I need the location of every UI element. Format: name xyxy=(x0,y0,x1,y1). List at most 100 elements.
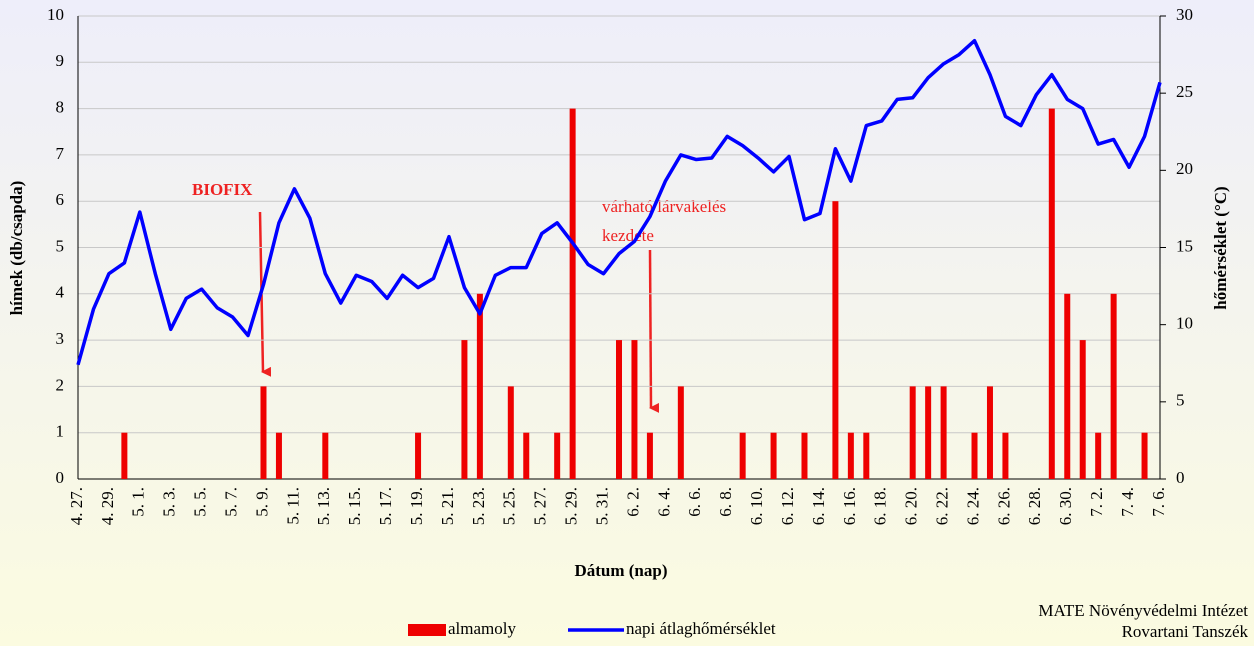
x-tick-label: 6. 16. xyxy=(840,487,859,525)
x-tick-label: 6. 26. xyxy=(994,487,1013,525)
x-axis-label: Dátum (nap) xyxy=(574,561,667,580)
y2-tick-label: 15 xyxy=(1176,236,1193,255)
bar xyxy=(523,432,530,479)
annotation: kezdete xyxy=(602,226,654,245)
x-tick-label: 5. 29. xyxy=(562,487,581,525)
y-tick-label: 0 xyxy=(56,468,65,487)
y-tick-label: 10 xyxy=(47,5,64,24)
x-tick-label: 5. 1. xyxy=(129,487,148,517)
bar xyxy=(461,340,468,479)
x-tick-label: 5. 3. xyxy=(160,487,179,517)
line xyxy=(76,38,1162,366)
bar xyxy=(275,432,282,479)
x-tick-label: 4. 27. xyxy=(67,487,86,525)
bar xyxy=(1079,340,1086,479)
y-tick-label: 6 xyxy=(56,190,65,209)
y2-tick-label: 10 xyxy=(1176,314,1193,333)
x-tick-label: 7. 2. xyxy=(1087,487,1106,517)
bar xyxy=(925,386,932,479)
y-tick-label: 5 xyxy=(56,236,65,255)
y-tick-label: 1 xyxy=(56,422,65,441)
x-tick-label: 5. 15. xyxy=(345,487,364,525)
bar xyxy=(847,432,854,479)
source: Rovartani Tanszék xyxy=(1122,622,1249,641)
bar xyxy=(1141,432,1148,479)
bar xyxy=(971,432,978,479)
x-tick-label: 6. 20. xyxy=(902,487,921,525)
bar xyxy=(415,432,422,479)
bar xyxy=(770,432,777,479)
x-tick-label: 6. 28. xyxy=(1025,487,1044,525)
x-tick-label: 7. 4. xyxy=(1118,487,1137,517)
bar xyxy=(476,293,483,479)
y-tick-label: 8 xyxy=(56,98,65,117)
bar xyxy=(1002,432,1009,479)
annotation: várható lárvakelés xyxy=(602,197,726,216)
y-tick-label: 4 xyxy=(56,283,65,302)
bar xyxy=(986,386,993,479)
x-tick-label: 5. 7. xyxy=(221,487,240,517)
y2-tick-label: 0 xyxy=(1176,468,1185,487)
x-tick-label: 6. 22. xyxy=(933,487,952,525)
y2-tick-label: 25 xyxy=(1176,82,1193,101)
x-tick-label: 5. 23. xyxy=(469,487,488,525)
x-tick-label: 7. 6. xyxy=(1149,487,1168,517)
y2-tick-label: 5 xyxy=(1176,391,1185,410)
x-tick-label: 5. 17. xyxy=(376,487,395,525)
x-tick-label: 6. 10. xyxy=(747,487,766,525)
x-tick-label: 6. 4. xyxy=(654,487,673,517)
x-tick-label: 6. 12. xyxy=(778,487,797,525)
bar xyxy=(739,432,746,479)
y2-tick-label: 30 xyxy=(1176,5,1193,24)
legend-swatch xyxy=(408,624,446,636)
x-tick-label: 5. 19. xyxy=(407,487,426,525)
x-tick-label: 5. 5. xyxy=(191,487,210,517)
annotation: BIOFIX xyxy=(192,180,253,199)
x-tick-label: 6. 6. xyxy=(685,487,704,517)
x-tick-label: 5. 21. xyxy=(438,487,457,525)
x-tick-label: 6. 14. xyxy=(809,487,828,525)
x-tick-label: 6. 30. xyxy=(1056,487,1075,525)
bar xyxy=(507,386,514,479)
bar xyxy=(322,432,329,479)
bar xyxy=(569,108,576,479)
bar xyxy=(801,432,808,479)
bar xyxy=(121,432,128,479)
bar xyxy=(1110,293,1117,479)
bar xyxy=(1095,432,1102,479)
legend-label: almamoly xyxy=(448,619,516,638)
x-tick-label: 5. 31. xyxy=(592,487,611,525)
x-tick-label: 6. 8. xyxy=(716,487,735,517)
y-tick-label: 7 xyxy=(56,144,65,163)
bar xyxy=(616,340,622,479)
x-tick-label: 5. 25. xyxy=(500,487,519,525)
annotation-arrow xyxy=(648,249,660,413)
source: MATE Növényvédelmi Intézet xyxy=(1038,601,1248,620)
x-tick-label: 6. 24. xyxy=(963,487,982,525)
bar xyxy=(646,432,653,479)
bar xyxy=(631,340,638,479)
y-tick-label: 9 xyxy=(56,51,65,70)
bar xyxy=(677,386,684,479)
x-tick-label: 5. 11. xyxy=(283,487,302,525)
x-tick-label: 5. 13. xyxy=(314,487,333,525)
y2-axis-label: hőmérséklet (°C) xyxy=(1211,186,1230,309)
legend-label: napi átlaghőmérséklet xyxy=(626,619,776,638)
x-tick-label: 6. 18. xyxy=(871,487,890,525)
x-tick-label: 4. 29. xyxy=(98,487,117,525)
bar xyxy=(260,386,267,479)
bar xyxy=(1048,108,1055,479)
y-tick-label: 3 xyxy=(56,329,65,348)
bar xyxy=(832,201,839,479)
y-axis-label: hímek (db/csapda) xyxy=(7,181,26,316)
bar xyxy=(863,432,870,479)
y2-tick-label: 20 xyxy=(1176,159,1193,178)
y-tick-label: 2 xyxy=(56,375,65,394)
bar xyxy=(909,386,916,479)
x-tick-label: 6. 2. xyxy=(623,487,642,517)
x-tick-label: 5. 27. xyxy=(531,487,550,525)
x-tick-label: 5. 9. xyxy=(252,487,271,517)
bar xyxy=(1064,293,1071,479)
bar xyxy=(554,432,561,479)
